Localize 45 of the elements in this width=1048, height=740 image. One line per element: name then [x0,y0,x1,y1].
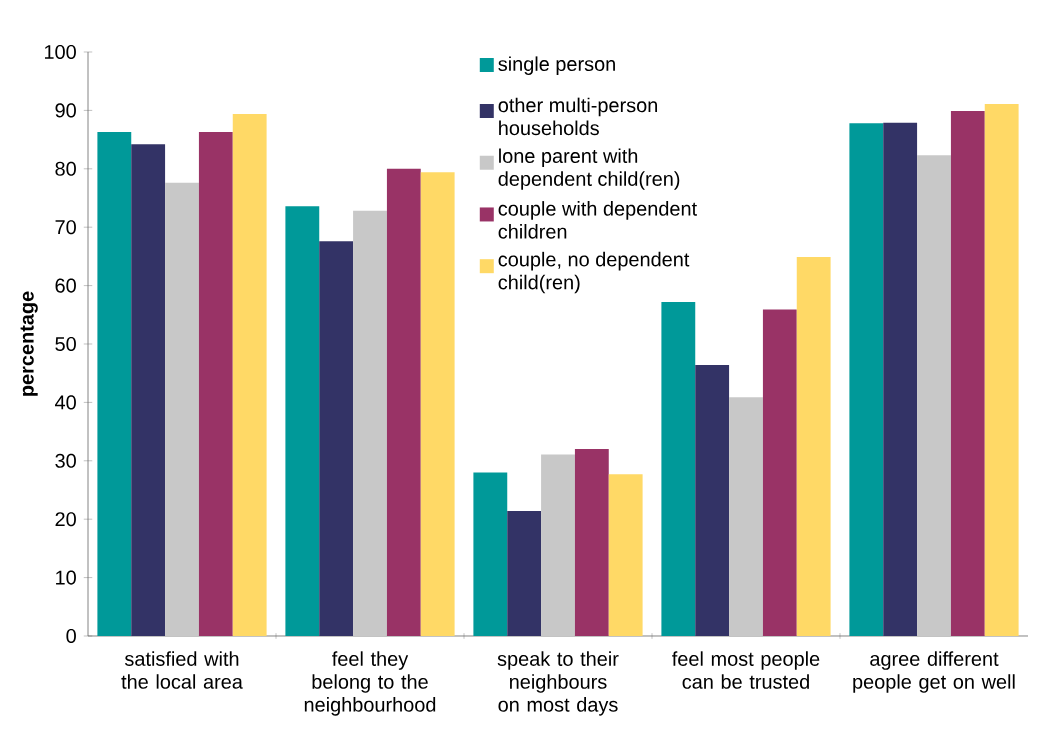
x-tick-label: feel they belong to the neighbourhood [304,651,436,716]
bar [695,365,730,636]
bar [198,132,233,636]
y-tick-label: 0 [66,628,76,644]
y-tick-label: 80 [55,161,76,176]
bar [661,301,696,636]
y-tick-label: 70 [55,220,76,235]
bar [796,256,831,636]
bar [762,309,797,636]
x-tick-label: feel most people can be trusted [672,651,820,689]
bar [574,449,609,636]
x-tick-label: speak to their neighbours on most days [497,651,619,716]
y-tick-label: 40 [55,395,76,410]
bar [319,241,354,636]
y-tick-label: 20 [55,512,76,527]
bar [165,182,199,636]
legend-label: single person [498,56,615,75]
bar [729,397,763,636]
bar [917,155,951,636]
bar [608,474,643,636]
y-axis-title: percentage [20,291,38,396]
bar [131,144,166,636]
bar [386,168,421,636]
y-tick-label: 90 [55,103,76,118]
bar [883,122,918,636]
bar [950,110,985,636]
bar [849,123,884,636]
bar [97,132,132,636]
legend-label: couple, no dependent child(ren) [498,251,690,294]
y-tick-label: 30 [55,453,76,468]
y-tick-label: 60 [55,278,76,293]
bar [473,472,508,636]
bar [984,103,1019,636]
bar [285,206,320,636]
legend-label: lone parent with dependent child(ren) [498,148,680,190]
bar [420,172,455,636]
y-tick-label: 100 [45,44,76,60]
x-tick-label: agree different people get on well [853,651,1015,693]
bar [507,511,542,636]
y-tick-label: 10 [56,570,76,585]
bar [541,454,575,636]
y-tick-label: 50 [55,336,76,352]
x-tick-label: satisfied with the local area [121,651,243,689]
bar [353,210,387,636]
bar [232,113,267,636]
